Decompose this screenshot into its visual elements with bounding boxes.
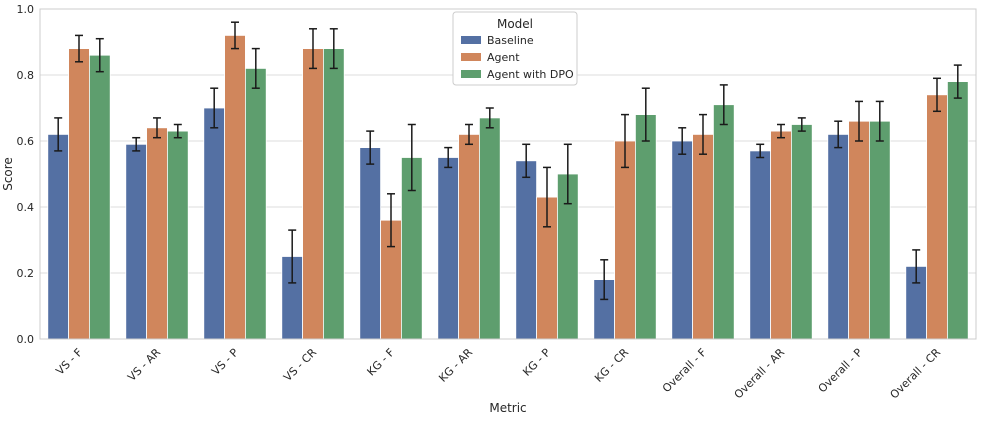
legend-label: Agent with DPO [487, 68, 574, 81]
y-tick-label: 0.0 [17, 333, 35, 346]
x-tick-label: VS - F [53, 346, 85, 378]
legend: Model Baseline Agent Agent with DPO [452, 11, 578, 86]
y-axis-title: Score [1, 157, 15, 191]
legend-label: Agent [487, 51, 520, 64]
legend-swatch [461, 70, 481, 78]
legend-swatch [461, 36, 481, 44]
bar [146, 127, 168, 340]
bar [125, 143, 148, 340]
plot-frame [39, 8, 977, 340]
x-tick-label: KG - F [365, 346, 398, 379]
bar [437, 157, 459, 340]
bar [68, 48, 90, 340]
bar [244, 68, 267, 340]
y-tick-label: 0.2 [17, 267, 35, 280]
bar [203, 107, 226, 340]
x-axis-title: Metric [489, 401, 526, 415]
y-tick-label: 0.4 [17, 201, 35, 214]
x-tick-label: KG - P [520, 346, 553, 379]
bar [515, 160, 537, 340]
bar [827, 133, 849, 340]
bar [478, 117, 501, 340]
x-tick-label: Overall - F [660, 346, 709, 395]
bar [848, 120, 870, 340]
bar [869, 120, 891, 340]
error-bars [54, 21, 962, 301]
bar [224, 35, 246, 340]
bars [47, 35, 969, 340]
bar [302, 48, 324, 340]
bar [359, 147, 381, 340]
bar [713, 104, 735, 340]
y-tick-label: 0.6 [17, 135, 35, 148]
x-tick-label: KG - AR [436, 346, 475, 385]
bar [47, 133, 69, 340]
bar [614, 140, 636, 340]
bar [770, 130, 792, 340]
x-tick-label: VS - AR [125, 346, 163, 384]
bar [89, 54, 111, 340]
bar [635, 114, 657, 340]
y-tick-label: 1.0 [17, 3, 35, 16]
bar [926, 94, 948, 340]
legend-box [452, 11, 578, 86]
bar [671, 140, 693, 340]
x-tick-labels: VS - F VS - AR VS - P VS - CR KG - F KG - AR K… [53, 346, 943, 402]
x-tick-label: KG - CR [592, 346, 631, 385]
bar [692, 133, 714, 340]
legend-label: Baseline [487, 34, 534, 47]
legend-swatch [461, 53, 481, 61]
x-tick-label: Overall - CR [888, 346, 944, 402]
x-tick-label: Overall - AR [732, 346, 788, 402]
bar [458, 133, 480, 340]
legend-items: Baseline Agent Agent with DPO [461, 34, 574, 81]
bar [166, 130, 189, 340]
x-tick-label: VS - P [209, 346, 241, 378]
bar [322, 48, 345, 340]
legend-title: Model [497, 17, 533, 31]
x-tick-label: VS - CR [281, 346, 319, 384]
y-tick-labels: 0.0 0.2 0.4 0.6 0.8 1.0 [17, 3, 35, 346]
x-tick-label: Overall - P [816, 346, 866, 396]
y-tick-label: 0.8 [17, 69, 35, 82]
bar [749, 150, 771, 340]
bar [791, 124, 813, 340]
bar [947, 81, 969, 340]
